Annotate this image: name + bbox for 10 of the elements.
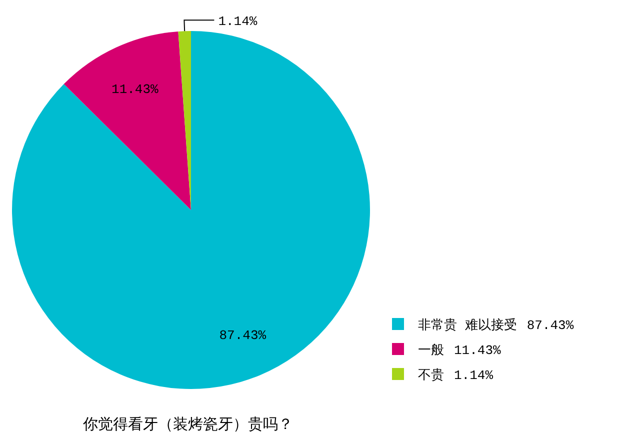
data-label: 1.14% <box>218 14 258 30</box>
data-label: 87.43% <box>219 328 266 343</box>
legend-label: 非常贵 难以接受 <box>418 318 517 333</box>
text: 11.43% <box>454 343 501 358</box>
text: 你觉得看牙（装烤瓷牙）贵吗？ <box>82 415 293 433</box>
legend-label: 一般 <box>418 343 444 358</box>
text: 87.43% <box>526 318 574 333</box>
data-label: 11.43% <box>112 82 159 98</box>
legend-label: 不贵 <box>418 368 444 383</box>
text: 1.14% <box>454 368 494 383</box>
